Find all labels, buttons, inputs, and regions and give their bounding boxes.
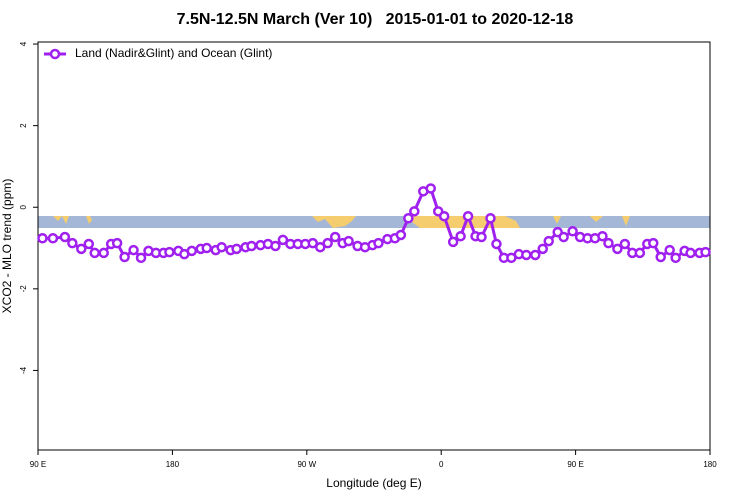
y-tick-label: 0	[19, 204, 28, 209]
point	[603, 237, 614, 249]
point	[246, 240, 257, 252]
point	[59, 231, 71, 243]
land	[553, 216, 561, 224]
point	[664, 244, 675, 256]
land	[53, 216, 69, 224]
point	[476, 231, 487, 243]
point	[164, 246, 175, 258]
point	[201, 242, 212, 254]
point	[655, 251, 666, 263]
point	[111, 237, 123, 249]
point	[314, 241, 326, 253]
land	[86, 216, 92, 224]
point	[438, 210, 450, 222]
point	[447, 236, 459, 248]
x-tick-label: 180	[703, 460, 717, 469]
point	[409, 206, 420, 217]
y-axis-label: XCO2 - MLO trend (ppm)	[0, 179, 14, 314]
point	[119, 251, 130, 263]
point	[648, 237, 659, 249]
point	[135, 252, 147, 264]
point	[485, 213, 496, 224]
point	[700, 246, 711, 258]
point	[425, 183, 436, 194]
point	[619, 238, 631, 250]
point	[216, 241, 227, 253]
point	[98, 247, 109, 259]
map-strip	[38, 216, 710, 228]
point	[329, 231, 341, 243]
point	[186, 245, 198, 257]
point	[76, 243, 87, 255]
point	[403, 213, 414, 224]
point	[343, 235, 354, 247]
point	[128, 244, 139, 256]
chart-title: 7.5N-12.5N March (Ver 10) 2015-01-01 to …	[177, 11, 574, 28]
point	[89, 247, 100, 259]
point	[455, 230, 466, 242]
point	[521, 249, 532, 261]
point	[462, 210, 474, 222]
point	[612, 243, 623, 255]
point	[307, 237, 319, 249]
point	[537, 243, 548, 255]
point	[670, 252, 681, 264]
x-axis-label: Longitude (deg E)	[326, 476, 421, 490]
x-tick-label: 90 W	[297, 460, 316, 469]
point	[597, 230, 608, 242]
point	[634, 247, 646, 259]
legend-marker	[49, 48, 61, 60]
land	[590, 216, 603, 222]
point	[270, 240, 281, 252]
point	[231, 243, 242, 255]
point	[395, 229, 407, 241]
point	[67, 237, 78, 249]
x-tick-label: 90 E	[567, 460, 583, 469]
point	[530, 249, 541, 261]
legend: Land (Nadir&Glint) and Ocean (Glint)	[44, 46, 272, 60]
legend-label: Land (Nadir&Glint) and Ocean (Glint)	[75, 46, 272, 60]
point	[491, 238, 502, 250]
point	[322, 237, 333, 249]
x-tick-label: 0	[439, 460, 444, 469]
point	[558, 231, 569, 243]
ocean-band	[38, 216, 710, 228]
x-tick-label: 90 E	[30, 460, 46, 469]
y-tick-label: -4	[19, 366, 28, 374]
point	[83, 238, 95, 250]
y-tick-label: 4	[19, 41, 28, 46]
point	[685, 247, 696, 259]
land	[405, 216, 520, 228]
x-tick-label: 180	[166, 460, 180, 469]
point	[277, 234, 289, 246]
point	[47, 232, 59, 244]
point	[567, 226, 578, 237]
point	[37, 232, 48, 244]
point	[543, 235, 554, 247]
land	[622, 216, 630, 226]
land	[312, 216, 356, 228]
point	[373, 237, 384, 249]
plot-frame	[37, 41, 711, 451]
y-tick-label: -2	[19, 285, 28, 293]
y-tick-label: 2	[19, 123, 28, 128]
